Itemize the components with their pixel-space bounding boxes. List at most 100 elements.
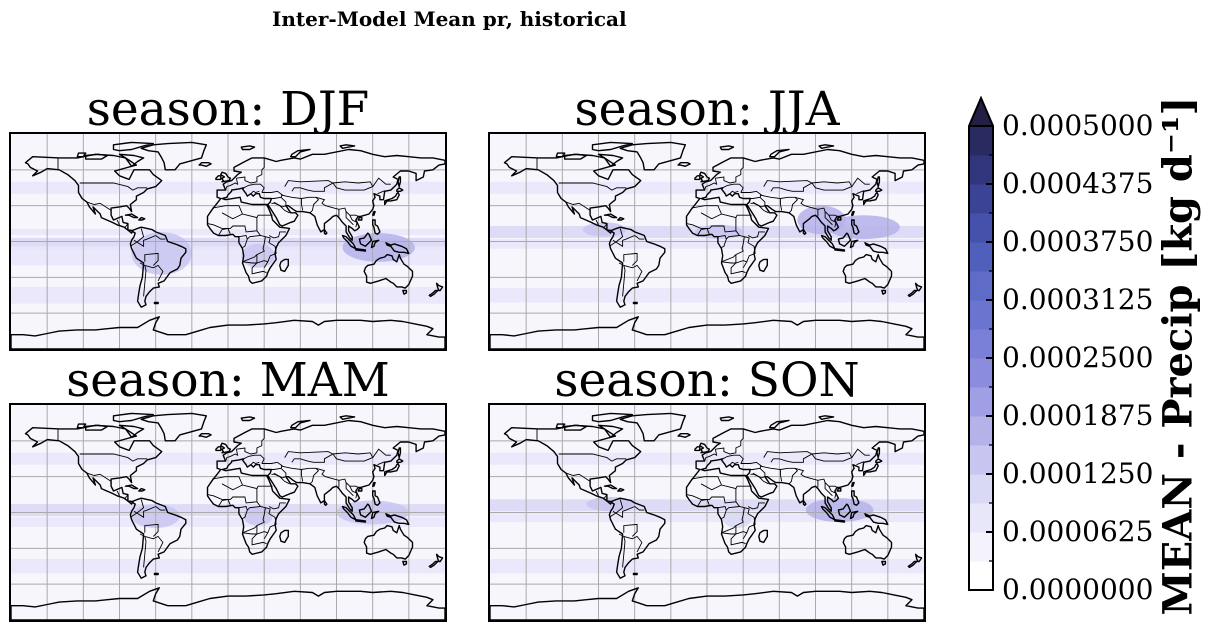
- coastline-java: [834, 519, 846, 523]
- country-border: [828, 485, 837, 499]
- coastline-sumatra: [341, 234, 357, 250]
- coastline-ellesmere: [112, 141, 154, 152]
- coastline-tasmania: [402, 289, 408, 295]
- coastline-novaya-zemlya: [769, 148, 790, 158]
- coastline-south-america: [129, 497, 187, 579]
- country-border: [851, 177, 870, 187]
- country-border: [686, 217, 737, 233]
- coastline-banks-is: [76, 152, 87, 158]
- coastline-uk: [699, 442, 711, 454]
- coastline-victoria-is: [564, 424, 588, 431]
- country-border: [763, 180, 813, 192]
- coastline-falklands: [153, 301, 159, 305]
- country-border: [284, 180, 334, 192]
- country-border: [747, 502, 765, 510]
- country-border: [332, 452, 374, 462]
- precip-maximum: [582, 222, 627, 237]
- country-border: [251, 254, 267, 275]
- country-border: [759, 194, 783, 211]
- country-border: [372, 177, 391, 187]
- country-border: [759, 465, 783, 482]
- coastline-cuba: [124, 484, 139, 490]
- coastline-sri-lanka: [802, 499, 807, 506]
- coastline-japan: [863, 191, 879, 206]
- country-border: [377, 190, 385, 195]
- coastline-africa-eurasia: [206, 148, 445, 284]
- coastline-severnaya: [818, 415, 835, 420]
- coastline-novaya-zemlya: [769, 419, 790, 429]
- coastline-sumatra: [341, 505, 357, 521]
- country-border: [263, 507, 277, 540]
- coastline-hispaniola: [138, 216, 146, 221]
- country-border: [345, 482, 354, 497]
- country-border: [602, 223, 608, 229]
- coastline-sakhalin: [876, 447, 881, 459]
- coastline-antarctica: [11, 587, 445, 620]
- country-border: [856, 190, 864, 195]
- coastline-sakhalin: [397, 176, 402, 188]
- country-border: [261, 428, 265, 442]
- country-border: [207, 217, 258, 233]
- country-border: [236, 440, 263, 455]
- country-border: [721, 235, 745, 263]
- panel-title-mam: season: MAM: [66, 353, 390, 408]
- coastline-tasmania: [402, 560, 408, 566]
- country-border: [717, 505, 727, 519]
- coastline-hispaniola: [138, 487, 146, 492]
- country-border: [558, 182, 627, 191]
- coastline-baffin: [597, 424, 624, 438]
- country-border: [268, 502, 286, 510]
- country-border: [721, 260, 747, 264]
- country-border: [155, 235, 166, 240]
- coastline-new-zealand-s: [428, 560, 439, 569]
- country-border: [634, 506, 645, 511]
- coastline-java: [355, 519, 367, 523]
- figure-suptitle: Inter-Model Mean pr, historical: [272, 7, 627, 31]
- coastline-taiwan: [851, 210, 855, 216]
- coastline-greenland: [619, 412, 686, 442]
- coastline-madagascar: [279, 529, 289, 544]
- country-border: [609, 228, 624, 247]
- coastline-hainan: [357, 216, 363, 221]
- country-border: [780, 467, 799, 485]
- country-border: [242, 235, 266, 263]
- coastline-antarctica: [11, 316, 445, 349]
- map-svg: [11, 405, 445, 620]
- country-border: [250, 190, 260, 195]
- coastline-new-zealand-n: [914, 553, 923, 563]
- country-border: [349, 214, 358, 228]
- country-border: [268, 231, 286, 239]
- coastline-philippines: [851, 219, 860, 235]
- coastline-svalbard: [719, 145, 735, 151]
- country-border: [595, 490, 599, 497]
- country-border: [794, 467, 838, 488]
- coastline-banks-is: [76, 423, 87, 429]
- country-border: [133, 506, 156, 519]
- country-border: [225, 449, 239, 462]
- colorbar-segment: [969, 474, 993, 504]
- country-border: [811, 181, 853, 191]
- country-border: [242, 506, 266, 534]
- coastline-hainan: [836, 487, 842, 492]
- coastline-sumatra: [820, 234, 836, 250]
- country-border: [565, 201, 591, 211]
- coastline-cuba: [603, 484, 618, 490]
- country-border: [623, 535, 643, 553]
- country-border: [345, 211, 354, 226]
- map-panel-djf: [9, 132, 447, 351]
- coastline-north-america: [503, 153, 642, 234]
- country-border: [715, 169, 742, 184]
- map-svg: [490, 405, 924, 620]
- country-border: [139, 262, 147, 297]
- coastline-australia: [842, 524, 893, 560]
- colorbar-segment: [969, 532, 993, 562]
- coastline-novaya-zemlya: [290, 148, 311, 158]
- coastline-banks-is: [555, 423, 566, 429]
- country-border: [700, 483, 722, 491]
- coastline-philippines: [372, 219, 381, 235]
- coastline-north-america: [24, 424, 163, 505]
- coastline-sulawesi: [370, 510, 380, 520]
- coastline-ireland: [694, 175, 701, 181]
- colorbar-segment: [969, 387, 993, 417]
- colorbar-tick-label: 0.0003125: [1002, 283, 1154, 316]
